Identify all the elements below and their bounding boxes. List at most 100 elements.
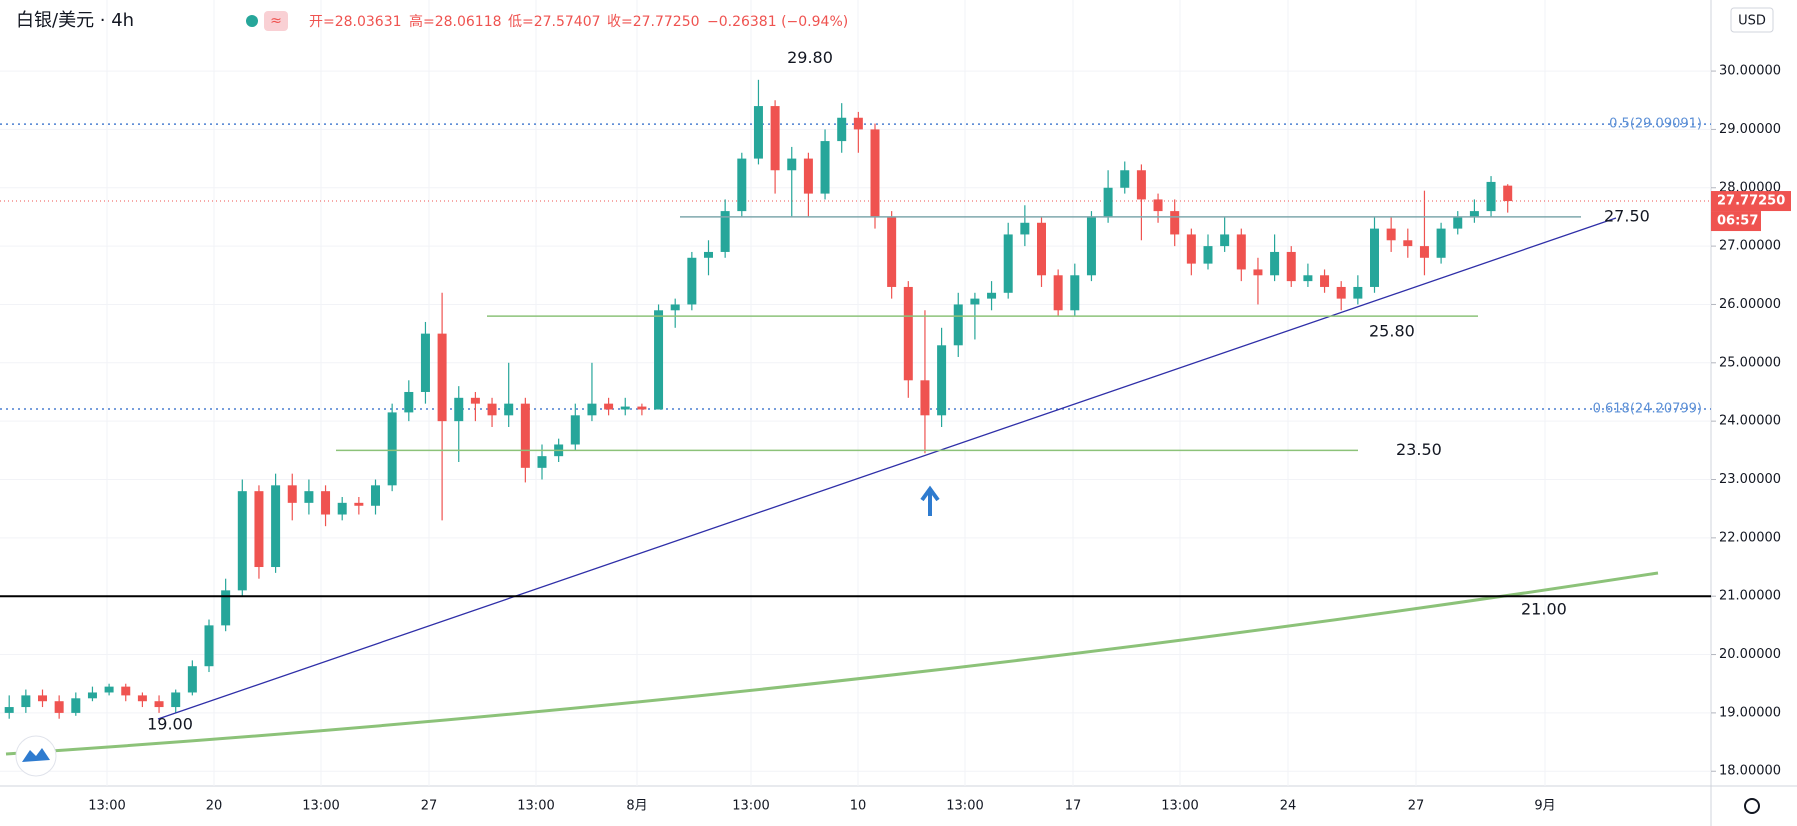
candle-body [237, 491, 247, 591]
indicator-icon [264, 11, 288, 31]
candle-body [1203, 246, 1213, 264]
candle-body [171, 692, 181, 708]
countdown: 06:57 [1717, 214, 1758, 229]
ohlc-high: 高=28.06118 [409, 13, 502, 30]
ohlc-close: 收=27.77250 [607, 14, 700, 30]
y-tick-label: 21.00000 [1719, 589, 1781, 604]
candle-body [620, 406, 630, 410]
candle-body [1253, 269, 1263, 276]
x-tick-label: 27 [1408, 799, 1425, 814]
candle-body [903, 286, 913, 381]
candle-body [970, 298, 980, 305]
candle-body [753, 106, 763, 159]
y-tick-label: 30.00000 [1719, 64, 1781, 79]
y-tick-label: 25.00000 [1719, 355, 1781, 370]
candle-body [38, 695, 47, 702]
candle-body [803, 158, 813, 194]
candle-body [21, 695, 31, 708]
ohlc-open: 开=28.03631 [309, 14, 402, 30]
candle-body [1153, 199, 1163, 212]
currency-box[interactable] [1730, 7, 1774, 33]
trend-line [157, 217, 1617, 720]
candle-body [1370, 228, 1379, 287]
point-label: 19.00 [147, 714, 193, 733]
last-price-tag [1711, 191, 1791, 212]
candle-body [1003, 234, 1013, 293]
candle-body [4, 707, 14, 713]
candle-body [770, 106, 780, 171]
candle-body [221, 590, 231, 626]
candle-body [604, 403, 614, 410]
y-tick-label: 26.00000 [1719, 297, 1781, 312]
candle-body [137, 695, 147, 702]
level-label: 25.80 [1369, 322, 1415, 341]
y-tick-label: 20.00000 [1719, 647, 1781, 662]
candle-body [1419, 246, 1429, 258]
x-tick-label: 13:00 [88, 799, 125, 814]
currency[interactable]: USD [1738, 14, 1766, 29]
ohlc-low: 低=27.57407 [508, 14, 601, 30]
countdown-tag [1711, 211, 1761, 232]
y-tick-label: 29.00000 [1719, 122, 1781, 137]
candle-body [570, 415, 580, 445]
candle-body [71, 698, 81, 713]
candle-body [737, 158, 747, 212]
change: −0.26381 (−0.94%) [707, 14, 848, 30]
point-label: 29.80 [787, 48, 833, 67]
candle-body [1086, 216, 1096, 276]
x-tick-label: 17 [1065, 799, 1082, 814]
candle-body [687, 257, 697, 305]
candle-body [1403, 240, 1413, 247]
candle-body [470, 397, 480, 404]
candle-body [1353, 286, 1363, 299]
candle-body [987, 292, 997, 299]
candle-body [504, 403, 514, 416]
x-tick-label: 13:00 [1161, 799, 1198, 814]
candle-body [454, 397, 464, 422]
candle-body [587, 403, 597, 416]
candle-body [1186, 234, 1196, 264]
x-tick-label: 9月 [1534, 799, 1555, 814]
candle-body [104, 686, 114, 693]
candle-body [853, 117, 863, 130]
candle-body [121, 686, 131, 696]
candle-body [204, 625, 214, 667]
candle-body [271, 485, 281, 568]
candle-body [154, 701, 164, 708]
candle-body [87, 692, 97, 699]
candle-body [1220, 234, 1230, 247]
overlays: 27.50 25.80 23.50 21.00 29.80 19.00 27.77250 06… [0, 48, 1791, 756]
candle-body [1037, 222, 1046, 276]
y-tick-label: 24.00000 [1719, 414, 1781, 429]
candle-body [487, 403, 497, 416]
x-tick-label: 20 [206, 799, 223, 814]
level-label: 23.50 [1396, 440, 1442, 459]
candle-body [1286, 251, 1296, 282]
candle-body [371, 485, 380, 506]
level-label: 21.00 [1521, 600, 1567, 619]
arrow [920, 485, 940, 516]
settings[interactable] [1744, 798, 1760, 814]
logo [15, 735, 57, 777]
fib-label: 0.618(24.20799) [1593, 402, 1702, 417]
candle-body [1386, 228, 1396, 241]
status-icon [246, 15, 258, 27]
candle-body [437, 333, 447, 422]
candle-body [1503, 185, 1513, 202]
fib-label: 0.5(29.09091) [1609, 117, 1702, 132]
indicator-icon-text: ≈ [270, 13, 282, 29]
candle-body [937, 345, 947, 416]
candle-body [404, 391, 414, 413]
candle-body [953, 304, 963, 346]
settings-icon[interactable] [1744, 798, 1760, 814]
candle-body [654, 310, 664, 410]
candle-body [704, 251, 713, 258]
candle-body [887, 216, 897, 287]
candle-body [254, 491, 264, 568]
candle-body [54, 701, 64, 713]
y-tick-label: 23.00000 [1719, 472, 1781, 487]
header: 白银/美元 · 4h ≈ 开=28.03631 高=28.06118 低=27.… [16, 10, 848, 31]
candle-body [520, 403, 530, 468]
candle-body [387, 412, 397, 486]
